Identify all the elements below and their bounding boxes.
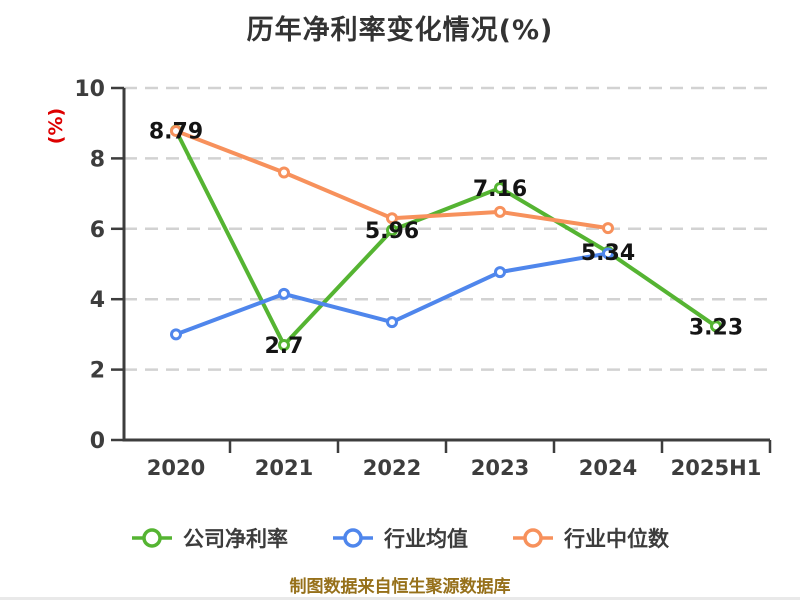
legend-item-2[interactable]: 行业中位数 bbox=[512, 523, 669, 553]
chart-legend: 公司净利率 行业均值 行业中位数 bbox=[0, 520, 800, 556]
x-tick-label-2025H1: 2025H1 bbox=[671, 456, 762, 480]
x-tick-label-2021: 2021 bbox=[255, 456, 313, 480]
data-source-note: 制图数据来自恒生聚源数据库 bbox=[289, 577, 511, 597]
data-point-series-0 bbox=[710, 320, 722, 333]
data-point-series-1 bbox=[386, 316, 398, 329]
data-point-series-2 bbox=[494, 205, 506, 218]
y-tick-label: 6 bbox=[90, 218, 105, 243]
legend-marker-icon bbox=[333, 528, 373, 548]
data-point-label: 3.23 bbox=[689, 315, 743, 340]
data-point-label: 7.16 bbox=[473, 177, 527, 202]
legend-marker-icon bbox=[513, 528, 553, 548]
data-point-series-0 bbox=[494, 181, 506, 194]
data-point-series-2 bbox=[386, 212, 398, 225]
window-bottom-edge bbox=[0, 597, 800, 600]
data-point-series-2 bbox=[170, 124, 182, 137]
data-point-series-2 bbox=[278, 166, 290, 179]
y-tick-label: 8 bbox=[90, 147, 105, 172]
y-tick-label: 2 bbox=[90, 359, 105, 384]
legend-item-1[interactable]: 行业均值 bbox=[332, 523, 468, 553]
data-point-series-1 bbox=[278, 287, 290, 300]
legend-item-0[interactable]: 公司净利率 bbox=[131, 523, 288, 553]
x-tick-label-2020: 2020 bbox=[147, 456, 205, 480]
series-line-0 bbox=[174, 128, 718, 347]
chart-title: 历年净利率变化情况(%) bbox=[246, 15, 554, 46]
data-point-series-0 bbox=[386, 224, 398, 237]
y-tick-label: 4 bbox=[90, 288, 105, 313]
data-point-label: 5.34 bbox=[581, 241, 635, 266]
data-point-series-1 bbox=[170, 328, 182, 341]
x-tick-label-2023: 2023 bbox=[471, 456, 529, 480]
x-tick-label-2024: 2024 bbox=[579, 456, 637, 480]
legend-label: 公司净利率 bbox=[183, 527, 288, 551]
data-point-label: 2.7 bbox=[265, 334, 304, 359]
data-point-label: 5.96 bbox=[365, 219, 419, 244]
data-point-series-1 bbox=[602, 247, 614, 260]
y-axis-title: (%) bbox=[45, 108, 67, 144]
legend-marker-icon bbox=[132, 528, 172, 548]
legend-label: 行业均值 bbox=[384, 527, 468, 551]
x-tick-label-2022: 2022 bbox=[363, 456, 421, 480]
data-point-series-2 bbox=[602, 222, 614, 235]
line-chart-canvas: 0 2 4 6 8 10 2020 2021 2022 2023 2024 2025H1 (%) 8.79… bbox=[45, 77, 772, 480]
data-point-series-1 bbox=[494, 266, 506, 279]
data-point-series-0 bbox=[278, 338, 290, 351]
y-tick-label: 10 bbox=[74, 77, 105, 102]
y-tick-label: 0 bbox=[90, 429, 105, 454]
data-point-label: 8.79 bbox=[149, 120, 203, 145]
legend-label: 行业中位数 bbox=[564, 527, 669, 551]
